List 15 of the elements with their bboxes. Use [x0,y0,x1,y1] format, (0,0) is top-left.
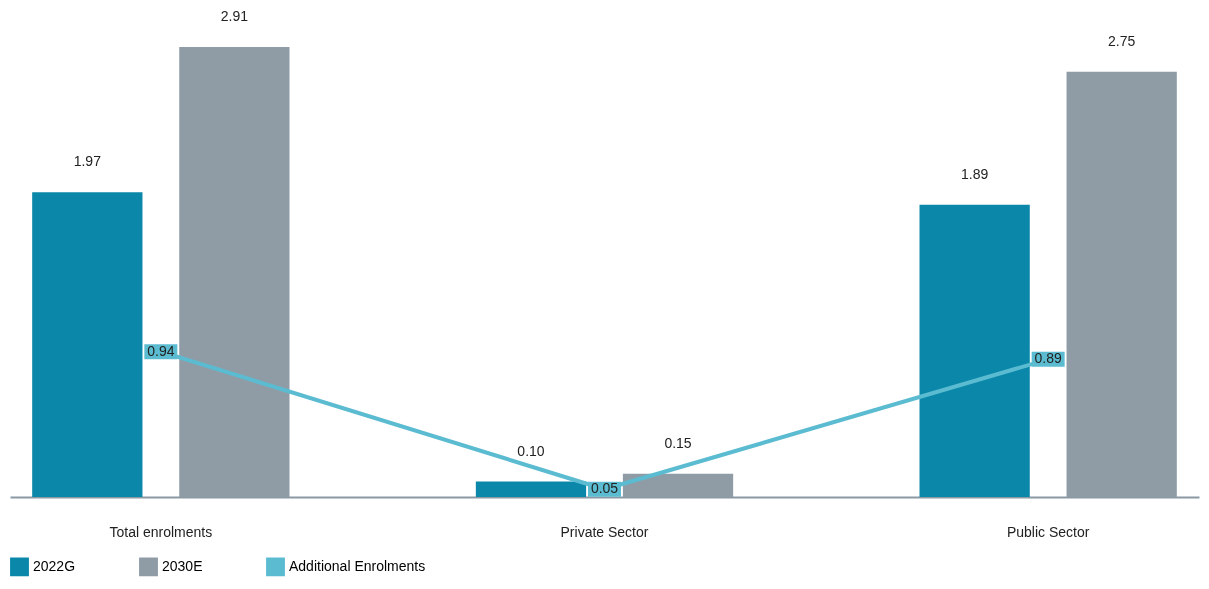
bar [475,481,587,497]
data-label: 0.10 [517,442,545,459]
data-label: 1.89 [961,165,989,182]
data-label: 2.91 [220,8,249,24]
bar [919,204,1030,497]
legend-label: 2022G [33,557,76,574]
legend-label: 2030E [162,557,203,574]
data-label: 2.75 [1108,32,1136,49]
x-tick-label: Public Sector [1006,523,1090,540]
x-tick-label: Total enrolments [109,523,213,540]
legend-label: Additional Enrolments [289,557,426,574]
bar [32,192,143,497]
x-tick-label: Private Sector [560,523,649,540]
data-label: 1.97 [73,153,102,170]
data-label: 0.15 [664,434,692,451]
